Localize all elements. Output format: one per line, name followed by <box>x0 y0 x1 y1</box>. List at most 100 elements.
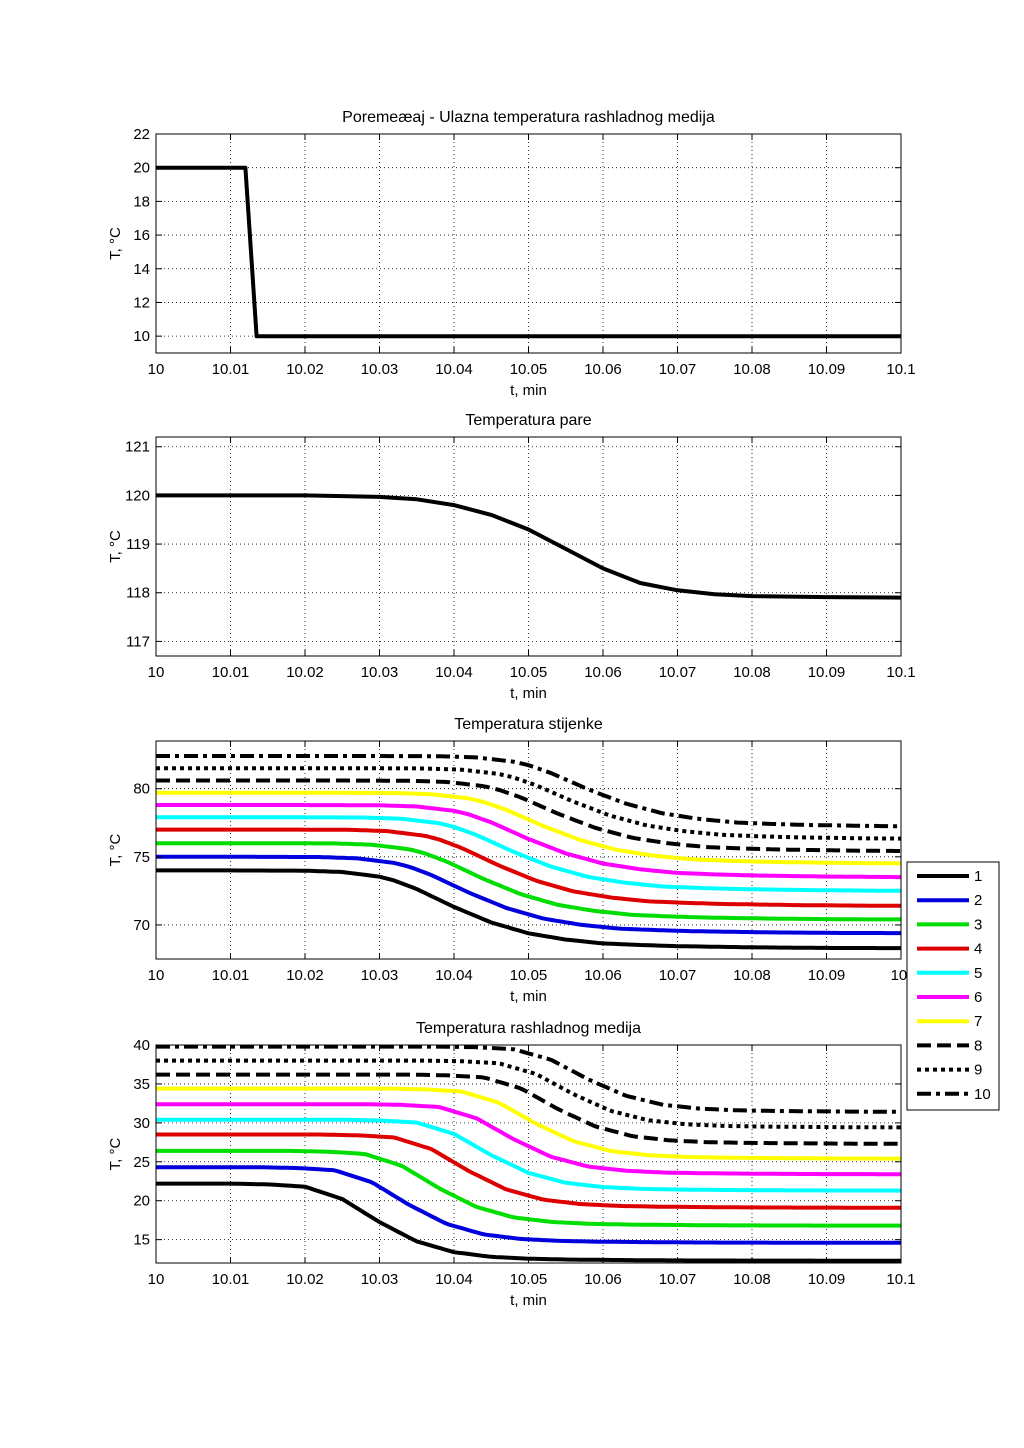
x-tick-label: 10.04 <box>435 967 473 984</box>
series-line-5 <box>156 815 901 893</box>
series-line-8 <box>156 778 901 853</box>
series-line-9 <box>156 1058 901 1130</box>
x-tick-label: 10.01 <box>212 967 250 984</box>
y-tick-label: 18 <box>133 193 150 210</box>
legend-label-9: 9 <box>974 1062 982 1079</box>
y-tick-label: 20 <box>133 160 150 177</box>
series-line-1 <box>156 493 901 600</box>
y-tick-label: 119 <box>126 536 150 553</box>
x-tick-label: 10.05 <box>510 967 548 984</box>
series-line-1 <box>156 165 901 339</box>
series-line-2 <box>156 854 901 936</box>
series-group <box>156 493 901 600</box>
series-line-10 <box>156 754 901 829</box>
y-tick-label: 70 <box>133 917 150 934</box>
y-tick-label: 20 <box>133 1193 150 1210</box>
series-group <box>156 754 901 951</box>
series-line-4 <box>156 827 901 908</box>
y-tick-label: 30 <box>133 1115 150 1132</box>
y-tick-label: 35 <box>133 1076 150 1093</box>
x-tick-label: 10.04 <box>435 664 473 681</box>
x-tick-label: 10. <box>891 967 912 984</box>
x-tick-label: 10.08 <box>733 967 771 984</box>
x-tick-label: 10.06 <box>584 967 622 984</box>
x-tick-label: 10.05 <box>510 664 548 681</box>
x-tick-label: 10.06 <box>584 664 622 681</box>
chart-title: Temperatura rashladnog medija <box>416 1020 641 1037</box>
legend-label-5: 5 <box>974 965 982 982</box>
chart-title: Temperatura pare <box>465 412 591 429</box>
legend-label-1: 1 <box>974 868 982 885</box>
x-tick-label: 10.05 <box>510 1271 548 1288</box>
x-tick-label: 10.03 <box>361 664 399 681</box>
series-group <box>156 165 901 339</box>
series-line-2 <box>156 1165 901 1245</box>
subplot-2: 10 10.01 10.02 10.03 10.04 10.05 10.06 10.07 10.… <box>107 412 916 702</box>
x-tick-label: 10.08 <box>733 664 771 681</box>
y-tick-label: 14 <box>133 261 150 278</box>
x-tick-label: 10.07 <box>659 361 697 378</box>
x-tick-label: 10.01 <box>212 664 250 681</box>
x-axis-label: t, min <box>510 988 547 1005</box>
x-tick-label: 10.06 <box>584 1271 622 1288</box>
legend-label-10: 10 <box>974 1086 991 1103</box>
subplot-4: 10 10.01 10.02 10.03 10.04 10.05 10.06 10.07 10.… <box>107 1020 916 1309</box>
y-tick-label: 40 <box>133 1037 150 1054</box>
x-tick-label: 10.09 <box>808 664 846 681</box>
x-axis-label: t, min <box>510 685 547 702</box>
x-tick-label: 10.1 <box>886 361 915 378</box>
y-tick-label: 80 <box>133 781 150 798</box>
x-tick-label: 10.09 <box>808 361 846 378</box>
legend-label-4: 4 <box>974 941 982 958</box>
y-tick-label: 120 <box>125 487 150 504</box>
y-axis-label: T, °C <box>107 530 124 563</box>
chart-title: Temperatura stijenke <box>454 716 603 733</box>
x-tick-label: 10 <box>148 967 165 984</box>
x-tick-label: 10.02 <box>286 664 324 681</box>
y-tick-label: 25 <box>133 1154 150 1171</box>
series-line-3 <box>156 841 901 922</box>
x-axis-label: t, min <box>510 1292 547 1309</box>
y-axis-label: T, °C <box>107 1138 124 1171</box>
y-axis-label: T, °C <box>107 227 124 260</box>
x-tick-label: 10.02 <box>286 1271 324 1288</box>
x-tick-label: 10.01 <box>212 361 250 378</box>
series-line-7 <box>156 790 901 866</box>
y-tick-label: 15 <box>133 1232 150 1249</box>
x-tick-label: 10.09 <box>808 967 846 984</box>
series-line-5 <box>156 1117 901 1193</box>
series-line-8 <box>156 1072 901 1146</box>
y-axis-label: T, °C <box>107 834 124 867</box>
legend-label-7: 7 <box>974 1013 982 1030</box>
x-tick-label: 10.03 <box>361 1271 399 1288</box>
legend-label-2: 2 <box>974 892 982 909</box>
legend-label-3: 3 <box>974 916 982 933</box>
x-tick-label: 10.04 <box>435 1271 473 1288</box>
legend: 1 2 3 4 5 6 7 8 9 10 <box>906 861 1000 1111</box>
y-tick-label: 121 <box>125 439 150 456</box>
series-line-10 <box>156 1045 901 1114</box>
series-line-4 <box>156 1132 901 1210</box>
series-line-6 <box>156 1102 901 1177</box>
x-tick-label: 10.03 <box>361 361 399 378</box>
y-tick-label: 22 <box>133 126 150 143</box>
legend-label-6: 6 <box>974 989 982 1006</box>
x-tick-label: 10.07 <box>659 967 697 984</box>
x-tick-label: 10.07 <box>659 664 697 681</box>
x-tick-label: 10.02 <box>286 361 324 378</box>
x-tick-label: 10.02 <box>286 967 324 984</box>
x-tick-label: 10.1 <box>886 1271 915 1288</box>
y-tick-label: 118 <box>126 585 150 602</box>
x-tick-label: 10.06 <box>584 361 622 378</box>
y-tick-label: 16 <box>133 227 150 244</box>
y-tick-label: 75 <box>133 849 150 866</box>
series-line-3 <box>156 1148 901 1228</box>
y-tick-label: 10 <box>133 328 150 345</box>
legend-label-8: 8 <box>974 1037 982 1054</box>
x-tick-label: 10.03 <box>361 967 399 984</box>
x-tick-label: 10 <box>148 1271 165 1288</box>
series-line-1 <box>156 868 901 951</box>
x-tick-label: 10.08 <box>733 361 771 378</box>
subplot-3: 10 10.01 10.02 10.03 10.04 10.05 10.06 10.07 10.… <box>107 716 1000 1111</box>
